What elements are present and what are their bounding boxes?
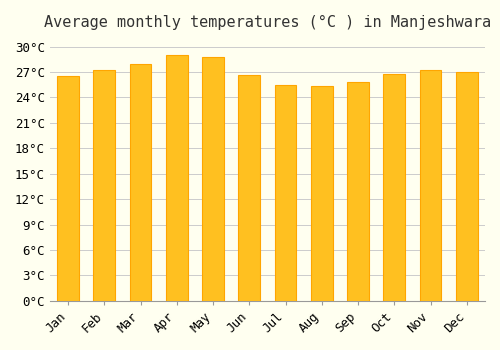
Bar: [202, 57, 224, 301]
Bar: [57, 76, 79, 301]
Bar: [274, 85, 296, 301]
Bar: [311, 86, 332, 301]
Title: Average monthly temperatures (°C ) in Manjeshwara: Average monthly temperatures (°C ) in Ma…: [44, 15, 491, 30]
Bar: [420, 70, 442, 301]
Bar: [94, 70, 115, 301]
Bar: [347, 82, 369, 301]
Bar: [384, 74, 405, 301]
Bar: [456, 72, 477, 301]
Bar: [130, 64, 152, 301]
Bar: [238, 75, 260, 301]
Bar: [166, 55, 188, 301]
